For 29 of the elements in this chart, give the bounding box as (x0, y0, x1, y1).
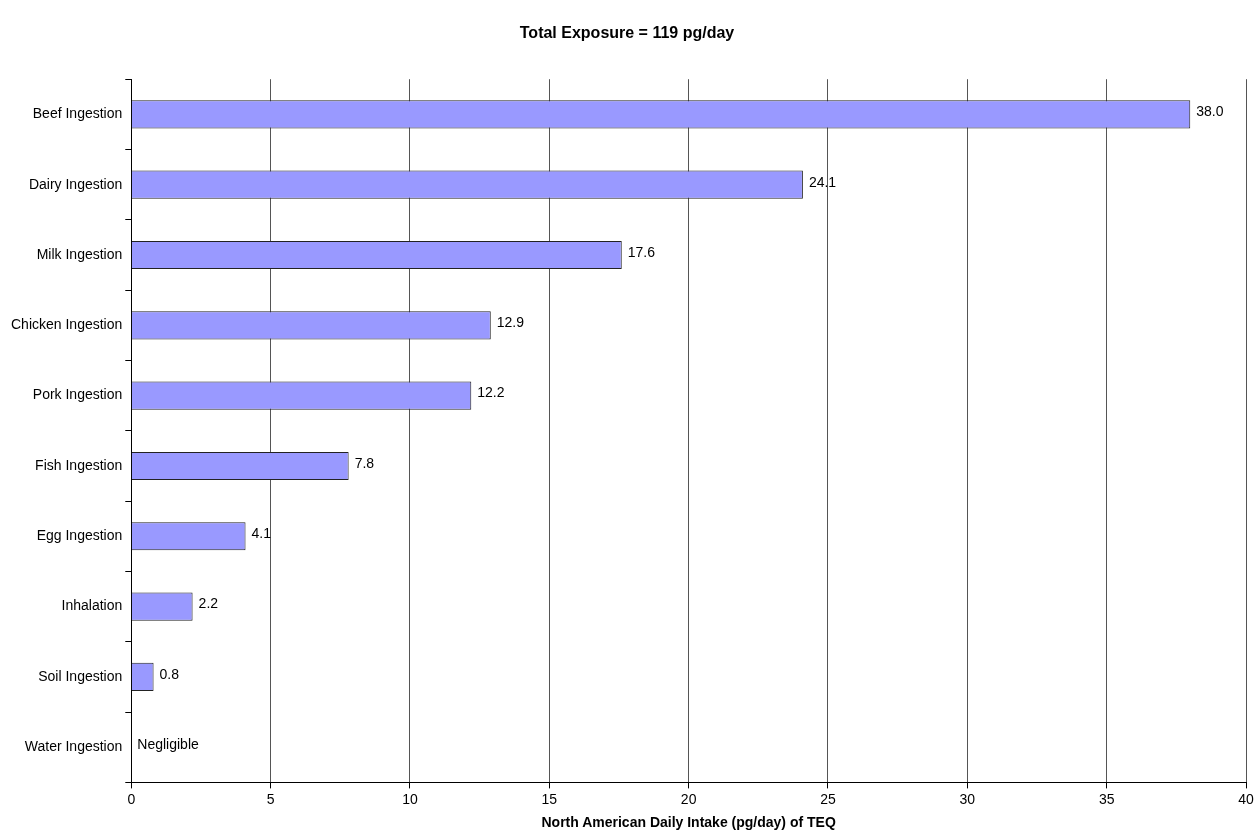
y-tick-label: Pork Ingestion (32, 386, 123, 403)
x-tick-label: 10 (402, 790, 418, 807)
data-label: 17.6 (627, 243, 656, 260)
data-label: 38.0 (1196, 103, 1224, 120)
x-tick-label: 40 (1238, 790, 1254, 807)
y-tick-label: Soil Ingestion (38, 667, 123, 684)
x-tick-label: 20 (680, 790, 697, 807)
text: Negligible (137, 736, 199, 753)
x-tick-label: 15 (541, 790, 558, 807)
y-tick-label: Beef Ingestion (32, 105, 123, 122)
y-tick-label: Egg Ingestion (36, 527, 123, 544)
y-tick-label: Fish Ingestion (35, 456, 123, 473)
y-tick-label: Chicken Ingestion (10, 316, 123, 333)
x-tick-label: 35 (1098, 790, 1115, 807)
x-tick-label: 30 (959, 790, 976, 807)
x-tick-label: 0 (127, 790, 136, 807)
y-tick-label: Water Ingestion (24, 738, 123, 755)
data-label: 12.2 (477, 384, 505, 401)
x-axis-title: North American Daily Intake (pg/day) of TEQ (541, 814, 836, 831)
y-tick-label: Milk Ingestion (36, 245, 123, 262)
x-tick-label: 25 (820, 790, 836, 807)
x-tick-label: 5 (266, 790, 275, 807)
y-tick-label: Dairy Ingestion (28, 175, 123, 192)
data-label: 2.2 (198, 595, 219, 612)
data-label: 7.8 (354, 454, 375, 471)
data-label: 12.9 (496, 314, 525, 331)
y-tick-label: Inhalation (61, 597, 123, 614)
data-label: 0.8 (159, 665, 180, 682)
chart-title: Total Exposure = 119 pg/day (519, 24, 735, 42)
